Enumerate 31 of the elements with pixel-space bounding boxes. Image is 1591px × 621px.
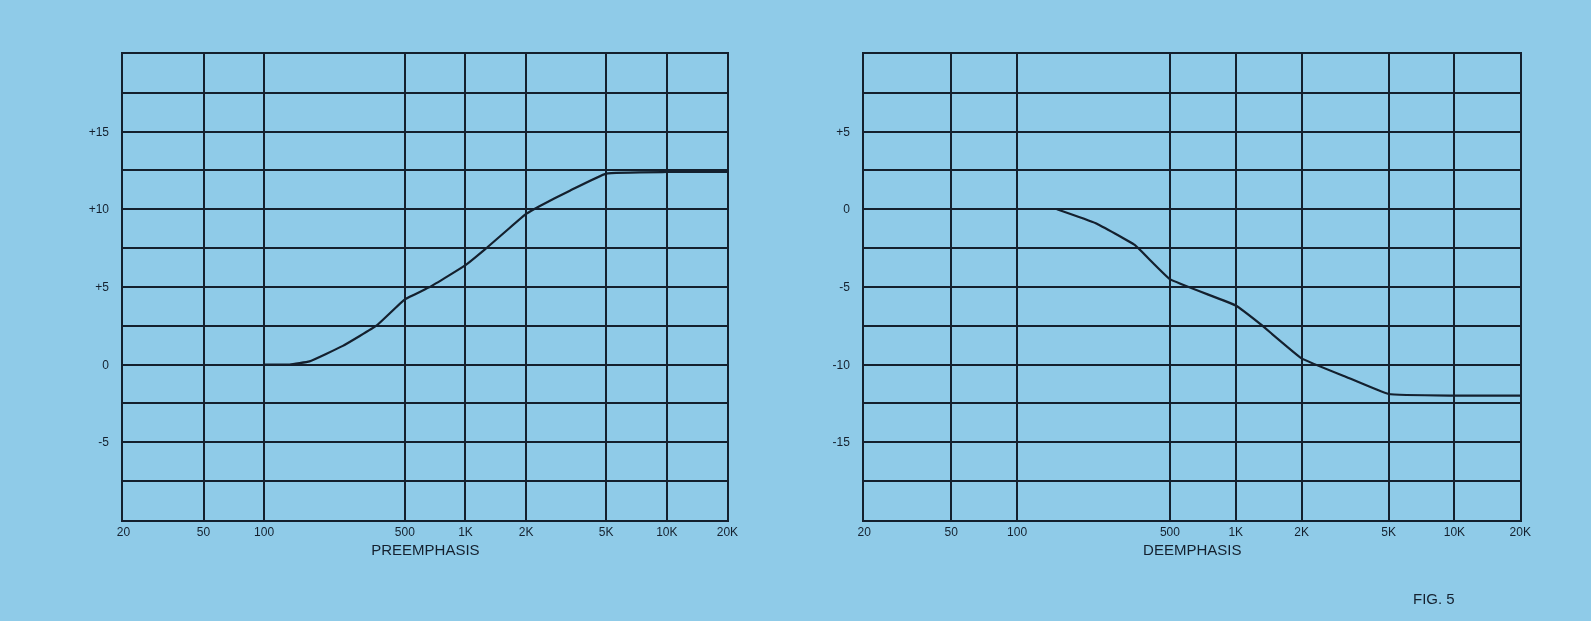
x-tick-label: 5K — [1381, 525, 1396, 540]
x-tick-label: 100 — [254, 525, 275, 540]
x-tick-label: 1K — [458, 525, 473, 540]
x-axis-title: PREEMPHASIS — [371, 540, 480, 558]
y-tick-label: -10 — [832, 357, 851, 372]
y-tick-label: +10 — [88, 202, 110, 217]
y-tick-label: -5 — [98, 435, 110, 450]
x-tick-label: 20 — [857, 525, 872, 540]
x-tick-label: 50 — [944, 525, 959, 540]
y-tick-label: +5 — [95, 280, 110, 295]
x-tick-label: 100 — [1007, 525, 1028, 540]
x-tick-label: 1K — [1228, 525, 1244, 540]
x-tick-label: 5K — [598, 525, 614, 540]
x-tick-label: 20K — [716, 525, 739, 540]
y-tick-label: +5 — [836, 124, 851, 139]
x-tick-label: 10K — [656, 525, 678, 540]
x-tick-label: 50 — [196, 525, 211, 540]
x-tick-label: 500 — [1159, 525, 1181, 540]
x-tick-label: 10K — [1443, 525, 1466, 540]
y-tick-label: 0 — [843, 202, 851, 217]
x-tick-label: 20K — [1509, 525, 1531, 540]
x-tick-label: 20 — [116, 525, 131, 540]
y-tick-label: -15 — [832, 435, 851, 450]
x-tick-label: 500 — [394, 525, 416, 540]
y-tick-label: -5 — [839, 280, 851, 295]
x-tick-label: 2K — [518, 525, 534, 540]
x-axis-title: DEEMPHASIS — [1143, 540, 1242, 558]
y-tick-label: 0 — [102, 357, 110, 372]
x-tick-label: 2K — [1294, 525, 1309, 540]
y-tick-label: +15 — [88, 124, 110, 139]
caption: FIG. 5 — [1413, 590, 1455, 607]
